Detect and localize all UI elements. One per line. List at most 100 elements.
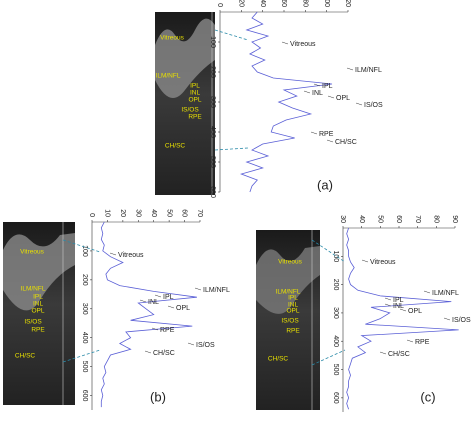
panel-caption: (c)	[420, 389, 435, 404]
image-label: INL	[288, 302, 299, 309]
image-label: RPE	[286, 328, 300, 335]
annotation: ILM/NFL	[355, 67, 382, 74]
annotation: IS/OS	[452, 317, 471, 324]
y-tick-label: 400	[209, 126, 216, 138]
annotation-arrow	[406, 339, 414, 343]
annotation-arrow	[423, 290, 431, 294]
annotation: ILM/NFL	[432, 290, 459, 297]
image-label: Vitreous	[20, 249, 44, 256]
connector	[214, 147, 249, 151]
x-tick-label: 20	[237, 0, 244, 7]
x-tick-label: 120	[344, 0, 351, 7]
image-label: IPL	[33, 294, 43, 301]
oct-image-b	[3, 222, 75, 405]
intensity-profile	[100, 221, 197, 408]
annotation: IPL	[393, 297, 404, 304]
y-tick-label: 100	[81, 245, 88, 257]
y-tick-label: 500	[81, 361, 88, 373]
y-tick-label: 200	[209, 66, 216, 78]
x-tick-label: 20	[119, 209, 126, 217]
annotation-arrow	[139, 299, 147, 303]
image-label: INL	[33, 301, 44, 308]
annotation-arrow	[187, 342, 195, 346]
annotation: INL	[393, 303, 404, 310]
x-tick-label: 50	[376, 215, 383, 223]
y-tick-label: 300	[332, 307, 339, 319]
y-tick-label: 500	[332, 364, 339, 376]
image-label: IS/OS	[281, 318, 299, 325]
annotation: Vitreous	[370, 259, 396, 266]
connector	[311, 349, 346, 366]
annotation: IPL	[163, 294, 174, 301]
annotation-arrow	[167, 305, 175, 309]
annotation-arrow	[310, 131, 318, 135]
annotation-arrow	[109, 252, 117, 256]
annotation: OPL	[408, 308, 422, 315]
y-tick-label: 100	[332, 250, 339, 262]
annotation: CH/SC	[153, 350, 175, 357]
annotation-arrow	[154, 294, 162, 298]
annotation: ILM/NFL	[203, 287, 230, 294]
image-label: INL	[190, 90, 201, 97]
image-label: ILM/NFL	[156, 73, 181, 80]
x-tick-label: 0	[216, 3, 223, 7]
panel-caption: (b)	[150, 389, 166, 404]
annotation: OPL	[336, 95, 350, 102]
oct-image-c	[256, 230, 320, 410]
connector	[214, 29, 249, 41]
annotation: IS/OS	[196, 342, 215, 349]
annotation: CH/SC	[388, 351, 410, 358]
annotation-arrow	[346, 67, 354, 71]
annotation-arrow	[384, 297, 392, 301]
image-label: IS/OS	[24, 319, 42, 326]
annotation-arrow	[151, 327, 159, 331]
image-label: OPL	[188, 97, 201, 104]
y-tick-label: 400	[81, 332, 88, 344]
panel-caption: (a)	[317, 177, 333, 192]
annotation-arrow	[355, 102, 363, 106]
annotation-arrow	[194, 287, 202, 291]
annotation: Vitreous	[290, 41, 316, 48]
image-label: CH/SC	[165, 143, 186, 150]
x-tick-label: 50	[165, 209, 172, 217]
annotation: INL	[148, 299, 159, 306]
y-tick-label: 200	[81, 274, 88, 286]
image-label: ILM/NFL	[21, 286, 46, 293]
image-label: OPL	[286, 308, 299, 315]
image-label: CH/SC	[15, 353, 36, 360]
connector	[62, 239, 101, 253]
x-tick-label: 60	[181, 209, 188, 217]
annotation-arrow	[303, 90, 311, 94]
y-tick-label: 600	[209, 186, 216, 198]
annotation: IPL	[322, 83, 333, 90]
y-tick-label: 100	[209, 36, 216, 48]
y-tick-label: 600	[81, 390, 88, 402]
y-tick-label: 500	[209, 156, 216, 168]
image-label: OPL	[31, 308, 44, 315]
x-tick-label: 80	[432, 215, 439, 223]
annotation: IS/OS	[364, 102, 383, 109]
x-tick-label: 70	[414, 215, 421, 223]
x-tick-label: 10	[104, 209, 111, 217]
x-tick-label: 70	[196, 209, 203, 217]
y-tick-label: 200	[332, 279, 339, 291]
annotation: INL	[312, 90, 323, 97]
image-label: IS/OS	[181, 107, 199, 114]
y-tick-label: 400	[332, 335, 339, 347]
x-tick-label: 0	[88, 213, 95, 217]
y-tick-label: 600	[332, 392, 339, 404]
annotation: Vitreous	[118, 252, 144, 259]
x-tick-label: 40	[259, 0, 266, 7]
image-label: ILM/NFL	[276, 289, 301, 296]
y-tick-label: 300	[209, 96, 216, 108]
image-label: Vitreous	[278, 259, 302, 266]
annotation-arrow	[399, 308, 407, 312]
annotation-arrow	[326, 139, 334, 143]
annotation-arrow	[281, 41, 289, 45]
annotation-arrow	[361, 259, 369, 263]
image-label: CH/SC	[268, 356, 289, 363]
annotation-arrow	[443, 317, 451, 321]
x-tick-label: 90	[451, 215, 458, 223]
annotation: RPE	[415, 339, 430, 346]
